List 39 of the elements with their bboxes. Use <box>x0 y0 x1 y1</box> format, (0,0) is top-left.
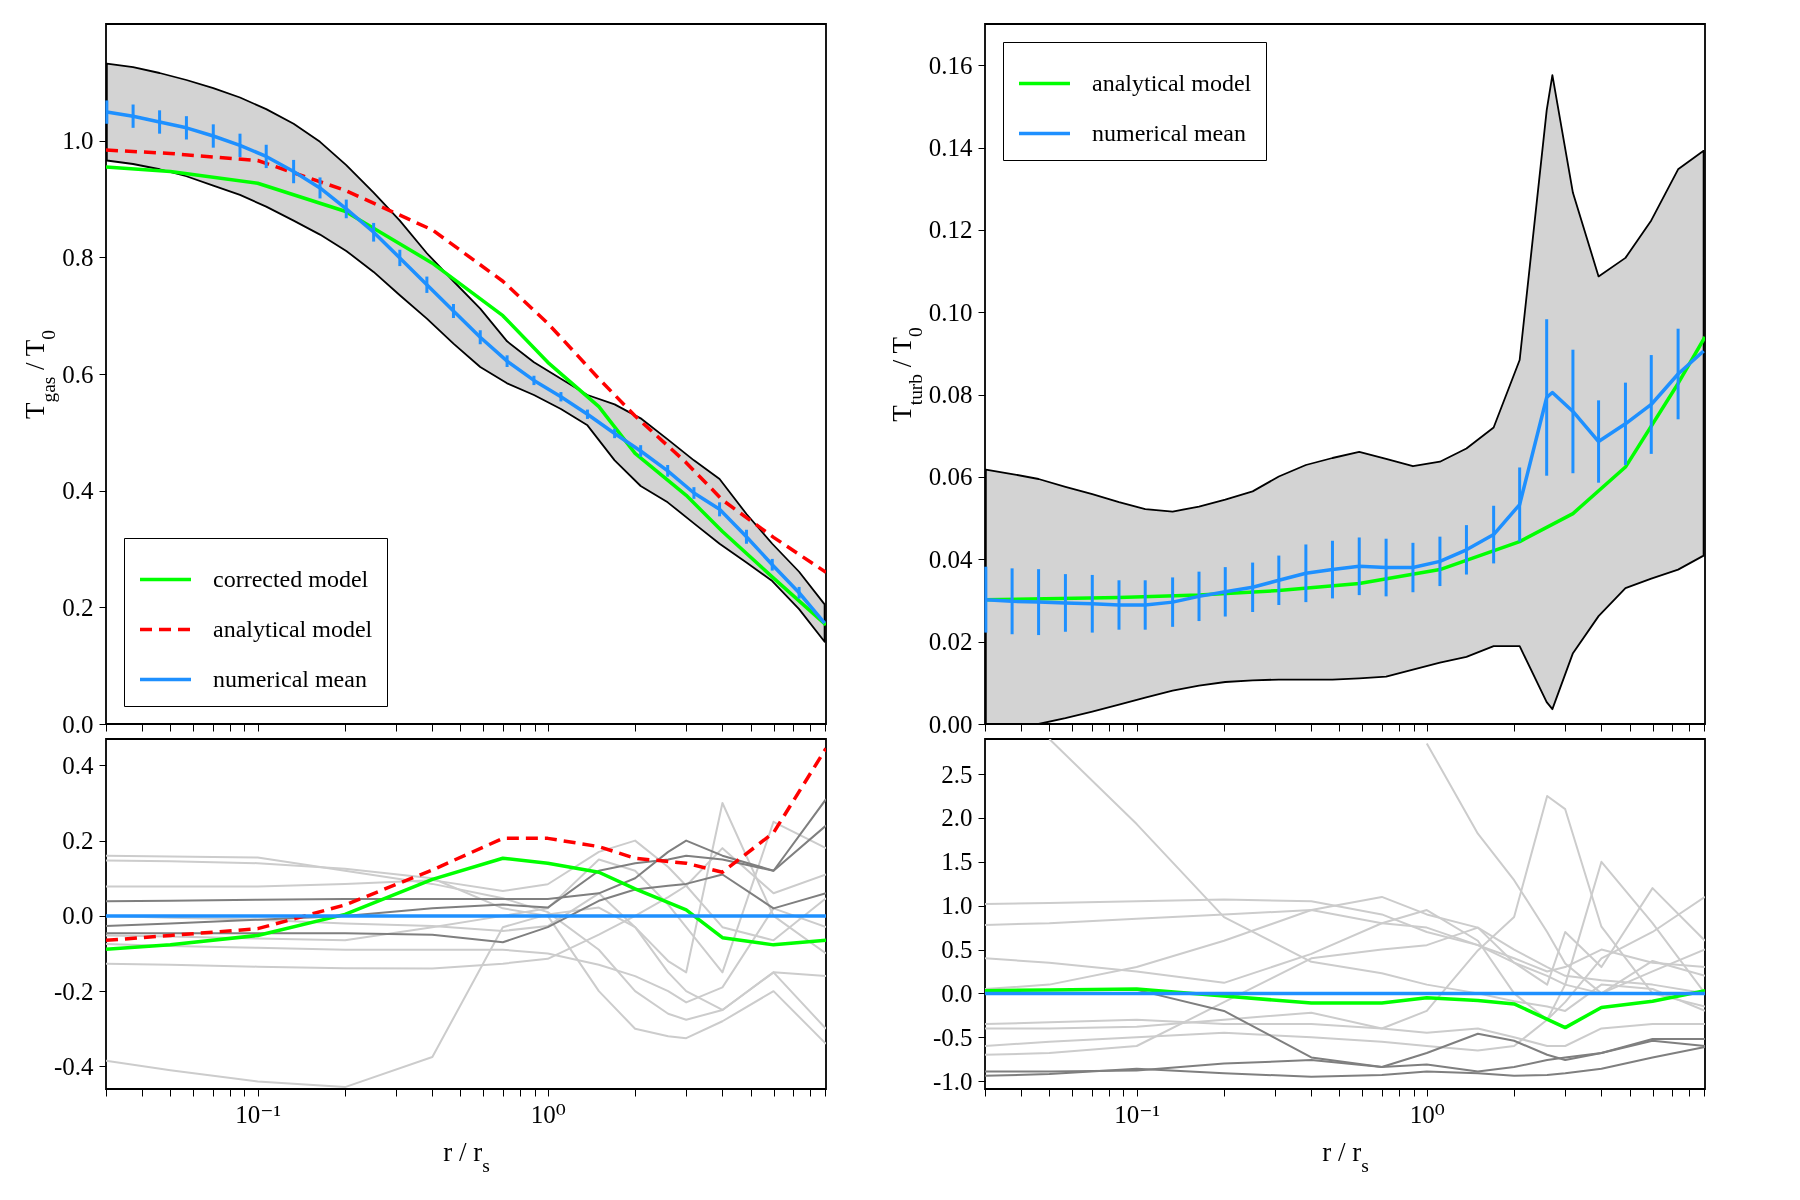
x-axis-title: r / r$_{s}$ <box>443 1136 490 1175</box>
y-tick-label: 0.0 <box>62 902 94 930</box>
legend-label: analytical model <box>1092 69 1252 96</box>
y-tick-label: -1.0 <box>932 1067 973 1095</box>
legend-label: numerical mean <box>1092 119 1246 146</box>
x-axis-title: r / r$_{s}$ <box>1322 1136 1369 1175</box>
y-tick-label: 0.0 <box>62 710 94 738</box>
y-tick-label: 1.5 <box>941 848 973 876</box>
y-tick-label: 0.0 <box>941 979 973 1007</box>
y-tick-label: 0.2 <box>62 827 94 855</box>
y-tick-label: 0.06 <box>928 463 973 491</box>
y-tick-label: 1.0 <box>62 127 94 155</box>
legend-label: corrected model <box>213 565 369 592</box>
y-tick-label: -0.2 <box>53 977 94 1005</box>
y-tick-label: 0.4 <box>62 751 94 779</box>
y-tick-label: 0.8 <box>62 243 94 271</box>
y-tick-label: 0.5 <box>941 936 973 964</box>
y-tick-label: 0.16 <box>928 51 973 79</box>
y-tick-label: 0.2 <box>62 593 94 621</box>
y-tick-label: -0.5 <box>932 1023 973 1051</box>
y-tick-label: 0.08 <box>928 381 973 409</box>
y-tick-label: -0.4 <box>53 1052 94 1080</box>
legend-label: numerical mean <box>213 665 367 692</box>
y-tick-label: 0.12 <box>928 216 973 244</box>
y-tick-label: 2.5 <box>941 760 973 788</box>
y-tick-label: 0.10 <box>928 298 973 326</box>
y-tick-label: 0.04 <box>928 545 973 573</box>
y-tick-label: 0.14 <box>928 134 973 162</box>
y-tick-label: 0.00 <box>928 710 973 738</box>
x-tick-label: 10⁻¹ <box>235 1100 282 1128</box>
x-tick-label: 10⁻¹ <box>1114 1100 1161 1128</box>
y-tick-label: 0.02 <box>928 628 973 656</box>
y-tick-label: 0.4 <box>62 477 94 505</box>
x-tick-label: 10⁰ <box>530 1100 566 1128</box>
legend-label: analytical model <box>213 615 373 642</box>
y-tick-label: 2.0 <box>941 804 973 832</box>
y-tick-label: 0.6 <box>62 360 94 388</box>
y-tick-label: 1.0 <box>941 892 973 920</box>
x-tick-label: 10⁰ <box>1409 1100 1445 1128</box>
